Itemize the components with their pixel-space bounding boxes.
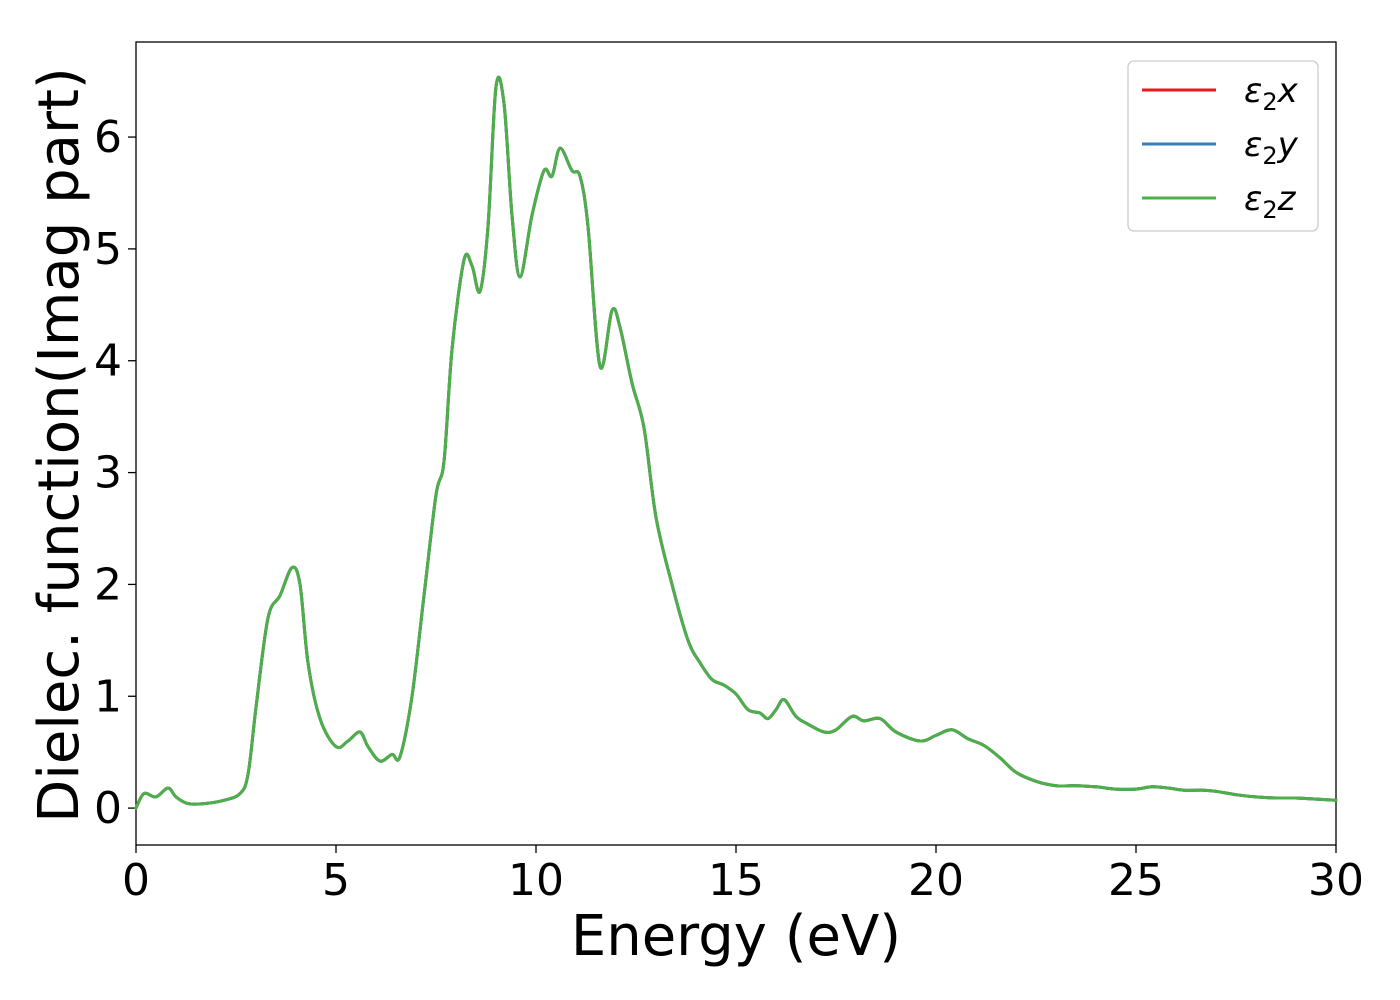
legend-symbol: ε <box>1244 71 1262 111</box>
x-tick-label: 10 <box>508 855 564 906</box>
legend-label-y: ε2y <box>1244 125 1299 170</box>
x-tick-label: 25 <box>1108 855 1164 906</box>
legend-symbol: ε <box>1244 179 1262 219</box>
legend-label-z: ε2z <box>1244 179 1297 224</box>
y-tick-label: 6 <box>94 112 122 163</box>
legend-component: y <box>1277 125 1299 165</box>
y-tick-label: 1 <box>94 671 122 722</box>
y-axis-ticks: 0 1 2 3 4 5 6 <box>94 112 136 834</box>
x-tick-label: 20 <box>908 855 964 906</box>
x-tick-label: 15 <box>708 855 764 906</box>
y-axis-title: Dielec. function(Imag part) <box>27 67 92 823</box>
y-tick-label: 0 <box>94 783 122 834</box>
legend-subscript: 2 <box>1262 88 1277 116</box>
y-tick-label: 4 <box>94 336 122 387</box>
y-tick-label: 5 <box>94 224 122 275</box>
x-tick-label: 30 <box>1308 855 1364 906</box>
x-tick-label: 0 <box>122 855 150 906</box>
series-lines <box>134 75 1338 810</box>
x-tick-label: 5 <box>322 855 350 906</box>
legend-component: x <box>1277 71 1299 111</box>
legend-box <box>1127 60 1319 232</box>
legend-subscript: 2 <box>1262 196 1277 224</box>
y-tick-label: 2 <box>94 559 122 610</box>
y-tick-label: 3 <box>94 448 122 499</box>
legend-symbol: ε <box>1244 125 1262 165</box>
series-line-z <box>134 75 1338 810</box>
x-axis-title: Energy (eV) <box>571 904 901 969</box>
legend-label-x: ε2x <box>1244 71 1299 116</box>
legend-component: z <box>1277 179 1297 219</box>
legend-subscript: 2 <box>1262 142 1277 170</box>
x-axis-ticks: 0 5 10 15 20 25 30 <box>122 845 1364 906</box>
